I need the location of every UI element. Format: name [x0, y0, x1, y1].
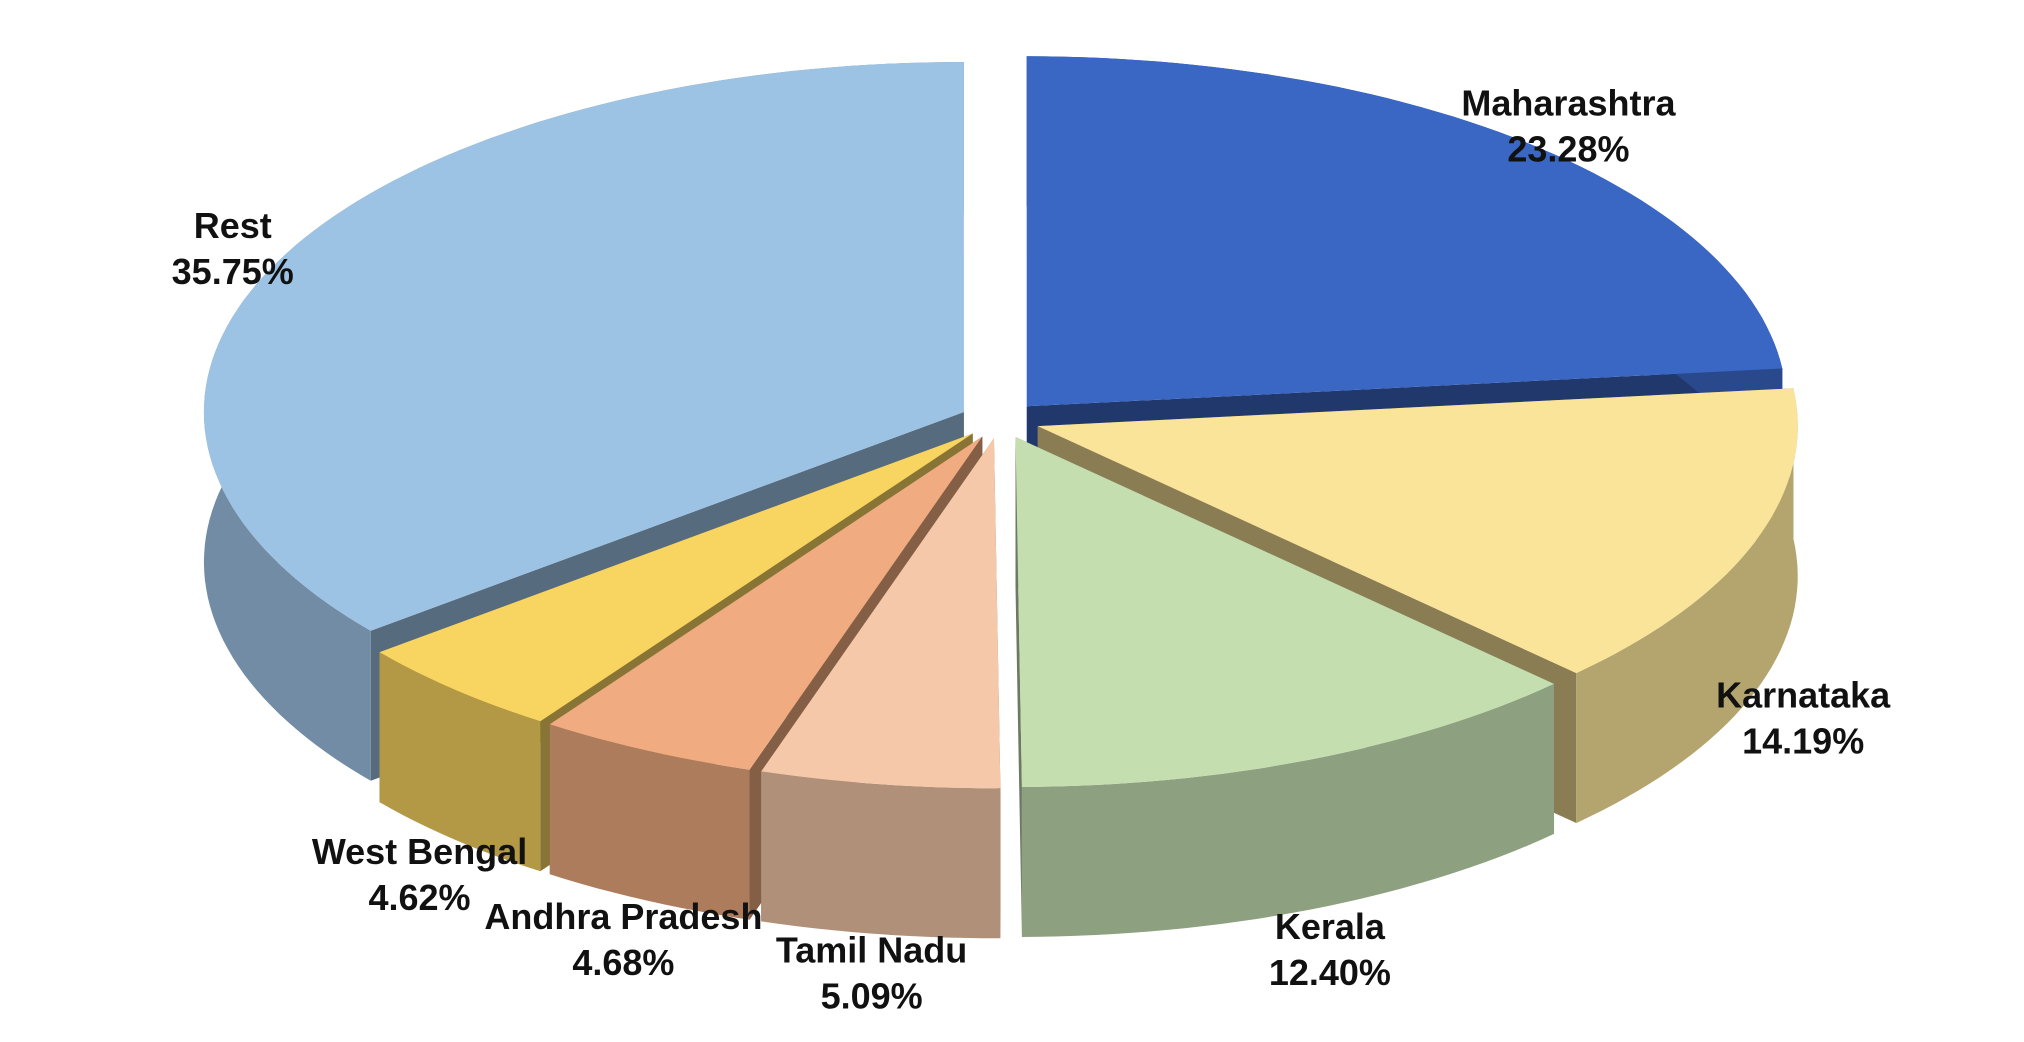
- slice-label: Andhra Pradesh: [484, 896, 762, 937]
- slice: [1015, 436, 1555, 937]
- slice-label: Rest: [194, 205, 272, 246]
- slice-label: Maharashtra: [1461, 83, 1676, 124]
- slice-wall: [379, 652, 541, 872]
- slice-top: [1015, 436, 1554, 787]
- slice-wall: [549, 724, 750, 920]
- slice-value: 12.40%: [1269, 952, 1391, 993]
- slice: [761, 438, 1001, 939]
- slice-label: Kerala: [1275, 906, 1386, 947]
- slice-value: 5.09%: [821, 976, 923, 1017]
- slice-wall: [1576, 388, 1798, 824]
- slice-label: West Bengal: [312, 831, 527, 872]
- slice-top: [549, 436, 983, 770]
- slice-top: [1026, 56, 1783, 407]
- slice-top: [761, 438, 1001, 789]
- slice-value: 4.68%: [572, 942, 674, 983]
- slice-side: [1015, 436, 1022, 937]
- slice-label: Tamil Nadu: [776, 930, 967, 971]
- slice-value: 23.28%: [1507, 129, 1629, 170]
- slice-top: [379, 433, 973, 722]
- slice-wall: [1021, 683, 1554, 937]
- slice-wall: [761, 771, 1001, 939]
- slice-label: Karnataka: [1716, 674, 1891, 715]
- slice-value: 14.19%: [1742, 720, 1864, 761]
- slice-value: 4.62%: [368, 877, 470, 918]
- slice-top: [1037, 388, 1798, 674]
- slice-top: [203, 62, 964, 631]
- slice-value: 35.75%: [172, 251, 294, 292]
